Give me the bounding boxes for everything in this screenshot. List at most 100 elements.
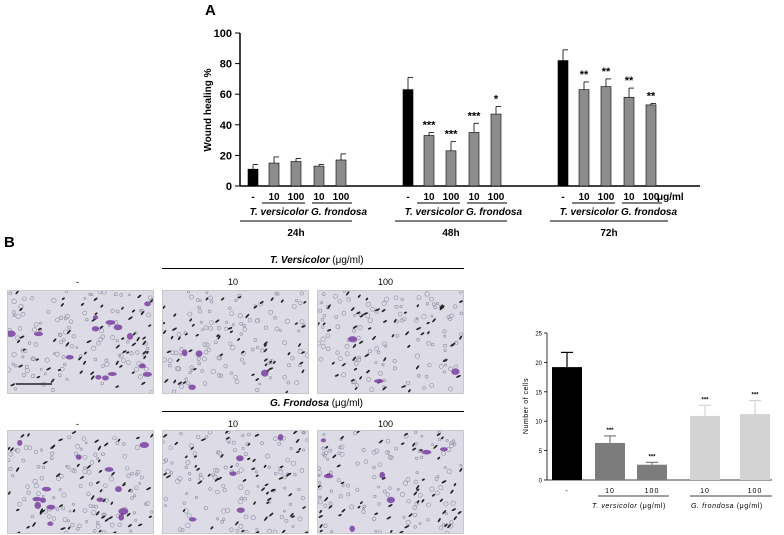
- micro-pore: [320, 325, 325, 329]
- micro-cell: [219, 353, 224, 357]
- micro-pore: [196, 434, 201, 439]
- micro-cell: [345, 291, 350, 296]
- micro-cell: [261, 487, 266, 492]
- significance-marker: **: [625, 75, 634, 87]
- micro-cell: [146, 487, 152, 491]
- b-species-name: G. frondosa: [691, 503, 737, 510]
- micro-pore: [289, 446, 293, 450]
- micro-pore: [273, 315, 277, 320]
- micro-pore: [101, 364, 105, 368]
- micro-pore: [15, 448, 21, 454]
- micro-pore: [168, 363, 172, 368]
- micro-cell: [225, 436, 230, 440]
- micro-pore: [210, 368, 216, 374]
- micro-cell: [304, 531, 308, 533]
- micro-pore: [318, 474, 321, 478]
- micro-pore: [190, 368, 194, 372]
- micro-cell: [421, 499, 425, 503]
- micro-cell: [138, 523, 143, 527]
- micro-pore: [382, 385, 385, 388]
- micro-pore: [104, 358, 109, 363]
- micro-pore: [399, 304, 403, 308]
- time-label: 48h: [442, 228, 459, 239]
- micro-pore: [43, 372, 47, 376]
- micro-cell: [352, 325, 358, 329]
- micro-pore: [50, 451, 55, 456]
- y-tick-label: 0: [226, 181, 232, 193]
- micro-pore: [77, 523, 82, 528]
- micro-cell: [245, 313, 250, 319]
- micro-cell: [26, 525, 30, 529]
- micro-pore: [208, 295, 213, 301]
- micro-cell: [189, 318, 192, 322]
- micro-pore: [284, 318, 290, 324]
- micro-cell: [99, 489, 103, 493]
- gf-micro-header-name: G. Frondosa: [270, 398, 329, 409]
- micro-background: [8, 291, 153, 393]
- micro-pore: [130, 471, 134, 476]
- micro-pore: [297, 349, 303, 355]
- micro-pore: [33, 342, 39, 347]
- b-bar: [740, 414, 770, 480]
- micro-cell: [142, 336, 146, 340]
- micro-cell: [67, 329, 71, 335]
- micro-pore: [288, 502, 292, 506]
- micro-pore: [216, 355, 222, 361]
- micro-pore: [165, 469, 171, 475]
- micro-cell: [150, 433, 153, 438]
- micro-pore: [377, 530, 382, 533]
- micro-cell: [163, 330, 167, 334]
- micro-pore: [188, 477, 192, 482]
- micro-pore: [354, 383, 360, 388]
- y-tick-label: 40: [220, 120, 232, 132]
- micro-stained-cell: [144, 301, 151, 307]
- micro-pore: [179, 432, 183, 436]
- micro-pore: [237, 498, 243, 505]
- micro-cell: [253, 501, 256, 505]
- micro-cell: [264, 363, 268, 367]
- species-label: G. frondosa: [311, 207, 368, 218]
- micro-cell: [381, 308, 386, 313]
- micro-pore: [134, 472, 139, 476]
- micro-pore: [405, 477, 411, 482]
- bar: [623, 96, 635, 187]
- micro-pore: [206, 347, 211, 352]
- micro-pore: [247, 318, 252, 323]
- tv-micro-header-unit: (μg/ml): [332, 255, 364, 266]
- micro-pore: [354, 361, 359, 366]
- micro-cell: [128, 489, 131, 492]
- micro-pore: [349, 504, 355, 510]
- micro-pore: [388, 486, 392, 490]
- micro-pore: [385, 492, 390, 497]
- micro-pore: [337, 299, 342, 304]
- micro-pore: [268, 309, 274, 315]
- micro-pore: [225, 320, 229, 324]
- bar: [578, 89, 590, 187]
- micro-cell: [415, 365, 420, 370]
- micro-pore: [392, 359, 397, 364]
- micro-cell: [359, 314, 364, 318]
- micro-pore: [200, 369, 204, 373]
- species-label: T. versicolor: [560, 207, 620, 218]
- micro-cell: [241, 350, 245, 354]
- micro-pore: [213, 467, 218, 473]
- micro-pore: [170, 461, 174, 465]
- micro-cell: [53, 338, 57, 342]
- micro-cell: [436, 432, 441, 436]
- micro-pore: [144, 366, 149, 372]
- micro-cell: [427, 331, 430, 335]
- micro-pore: [21, 355, 25, 359]
- micro-pore: [374, 529, 378, 533]
- micro-pore: [145, 346, 150, 351]
- micro-pore: [394, 446, 398, 451]
- micro-cell: [412, 447, 417, 451]
- micro-cell: [365, 297, 369, 301]
- micro-pore: [55, 507, 60, 511]
- micro-pore: [86, 491, 91, 496]
- micro-pore: [65, 377, 69, 381]
- micro-stained-cell: [348, 336, 357, 343]
- micro-pore: [65, 291, 69, 294]
- bar: [247, 168, 259, 187]
- micro-cell: [163, 472, 167, 476]
- micro-pore: [437, 438, 441, 442]
